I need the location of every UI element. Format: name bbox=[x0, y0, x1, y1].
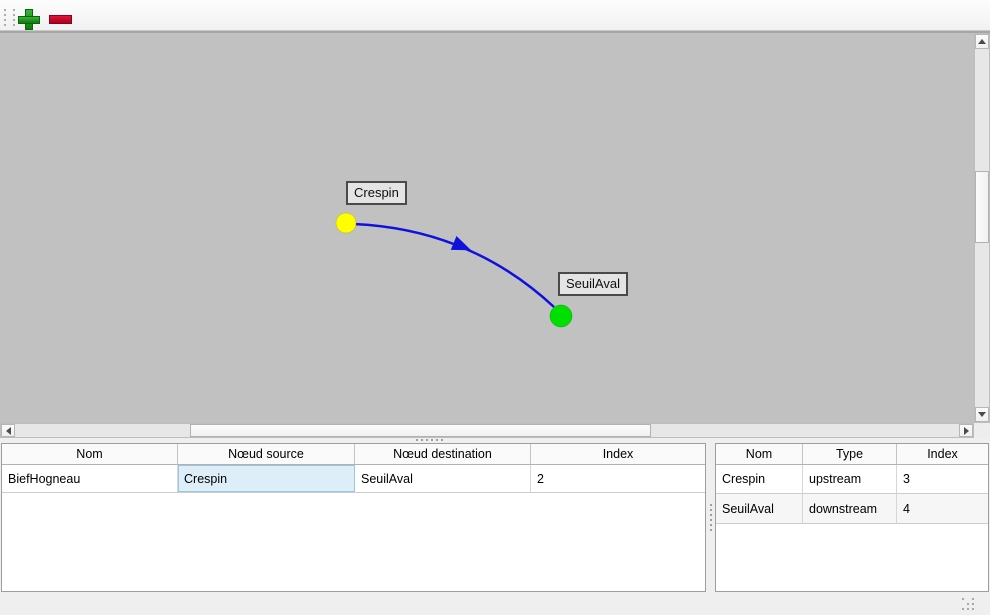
vertical-scrollbar[interactable] bbox=[974, 33, 990, 423]
scroll-right-button[interactable] bbox=[959, 424, 973, 437]
cell-nom[interactable]: SeuilAval bbox=[716, 494, 803, 523]
header-nom[interactable]: Nom bbox=[716, 444, 803, 464]
node-seuilaval[interactable] bbox=[549, 304, 573, 328]
header-index[interactable]: Index bbox=[927, 447, 958, 461]
scroll-down-button[interactable] bbox=[975, 407, 989, 422]
scroll-up-button[interactable] bbox=[975, 34, 989, 49]
up-arrow-icon bbox=[978, 39, 986, 44]
graph-svg bbox=[335, 212, 573, 328]
edge-arrowhead-icon bbox=[450, 236, 472, 251]
nodes-table-header: Nom Type Index bbox=[716, 444, 988, 465]
toolbar bbox=[0, 0, 990, 31]
left-arrow-icon bbox=[5, 426, 11, 435]
nodes-table: Nom Type Index Crespin upstream 3 SeuilA… bbox=[715, 443, 989, 592]
network-canvas[interactable]: Crespin SeuilAval bbox=[0, 33, 974, 423]
horizontal-splitter-handle[interactable] bbox=[416, 439, 418, 441]
window-resize-grip[interactable] bbox=[962, 598, 964, 600]
header-nom[interactable]: Nom bbox=[2, 444, 178, 464]
cell-type[interactable]: upstream bbox=[803, 465, 897, 493]
scrollbar-corner bbox=[974, 423, 990, 438]
reaches-table-header: Nom Nœud source Nœud destination Index bbox=[2, 444, 705, 465]
minus-icon bbox=[48, 14, 72, 24]
node-crespin[interactable] bbox=[335, 212, 357, 234]
reach-edge[interactable] bbox=[353, 222, 555, 308]
cell-index[interactable]: 2 bbox=[537, 471, 544, 486]
vertical-scrollbar-thumb[interactable] bbox=[975, 171, 989, 243]
scroll-left-button[interactable] bbox=[1, 424, 15, 437]
horizontal-scrollbar[interactable] bbox=[0, 423, 974, 438]
table-row: Crespin upstream 3 bbox=[716, 465, 988, 494]
header-index[interactable]: Index bbox=[602, 447, 634, 461]
cell-index[interactable]: 4 bbox=[903, 501, 910, 516]
toolbar-drag-grip[interactable] bbox=[4, 9, 6, 11]
node-label-seuilaval[interactable]: SeuilAval bbox=[558, 272, 628, 296]
cell-nom[interactable]: BiefHogneau bbox=[2, 465, 178, 492]
header-type[interactable]: Type bbox=[803, 444, 897, 464]
cell-noeud-source-selected[interactable]: Crespin bbox=[178, 465, 355, 492]
add-button[interactable] bbox=[16, 7, 42, 31]
vertical-splitter-handle[interactable] bbox=[710, 504, 712, 506]
table-row: BiefHogneau Crespin SeuilAval 2 bbox=[2, 465, 705, 493]
cell-index[interactable]: 3 bbox=[903, 472, 910, 486]
cell-nom[interactable]: Crespin bbox=[716, 465, 803, 493]
header-noeud-destination[interactable]: Nœud destination bbox=[355, 444, 531, 464]
header-noeud-source[interactable]: Nœud source bbox=[178, 444, 355, 464]
remove-button[interactable] bbox=[47, 7, 73, 31]
node-label-crespin[interactable]: Crespin bbox=[346, 181, 407, 205]
horizontal-scrollbar-thumb[interactable] bbox=[190, 424, 651, 437]
toolbar-drag-grip-2[interactable] bbox=[13, 9, 15, 11]
table-row: SeuilAval downstream 4 bbox=[716, 494, 988, 524]
cell-noeud-destination[interactable]: SeuilAval bbox=[355, 465, 531, 492]
right-arrow-icon bbox=[963, 426, 969, 435]
toolbar-separator bbox=[0, 31, 990, 33]
down-arrow-icon bbox=[978, 412, 986, 417]
reaches-table: Nom Nœud source Nœud destination Index B… bbox=[1, 443, 706, 592]
cell-type[interactable]: downstream bbox=[803, 494, 897, 523]
plus-icon bbox=[18, 8, 40, 30]
